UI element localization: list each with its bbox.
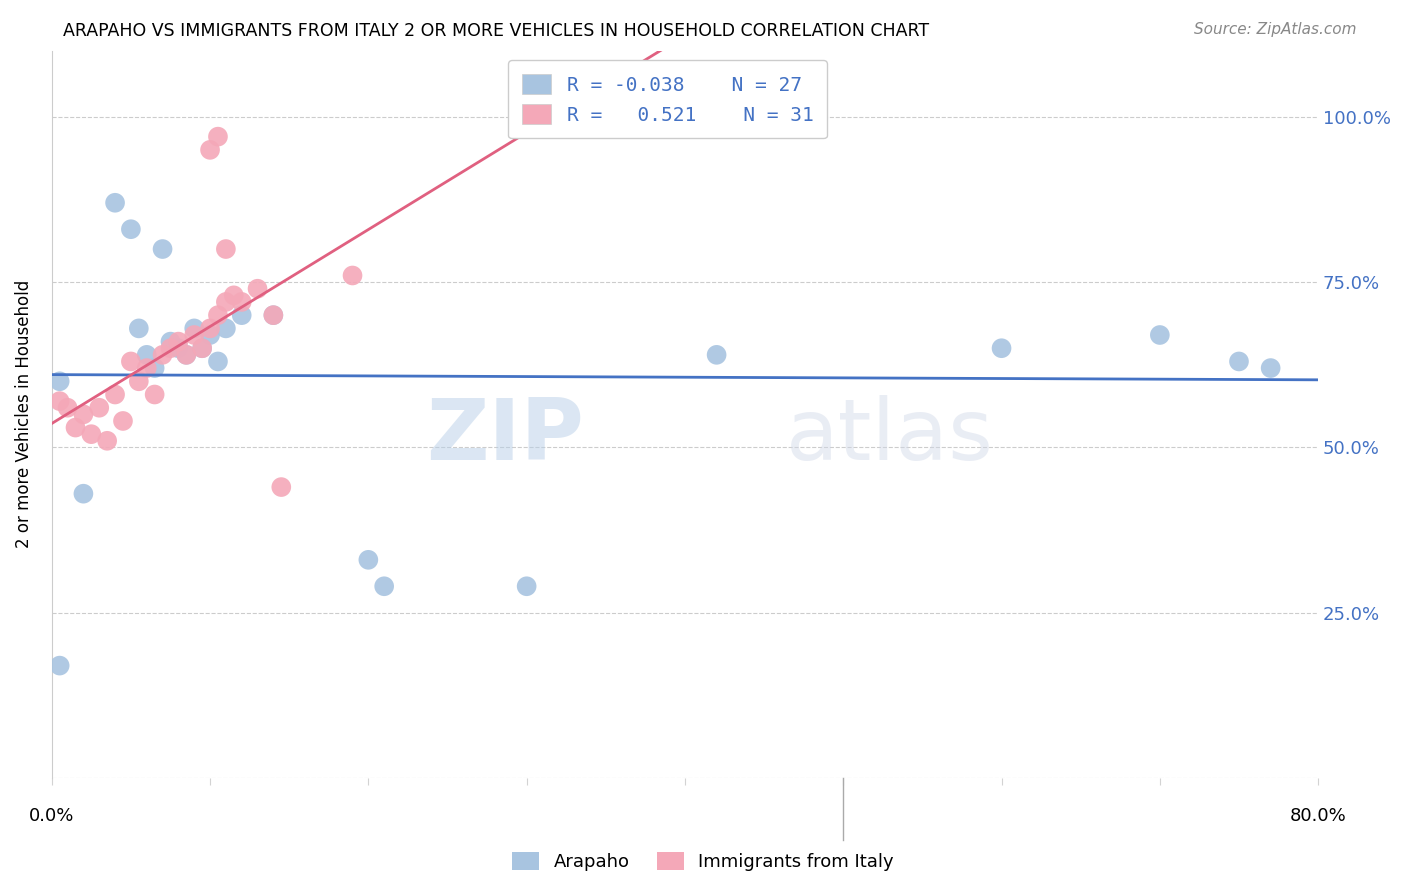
Point — [342, 268, 364, 283]
Point — [72, 408, 94, 422]
Text: atlas: atlas — [786, 394, 994, 477]
Text: 80.0%: 80.0% — [1289, 807, 1347, 825]
Point — [191, 341, 214, 355]
Point — [357, 553, 380, 567]
Point — [246, 282, 269, 296]
Point — [167, 341, 190, 355]
Point — [135, 361, 157, 376]
Point — [48, 394, 70, 409]
Point — [65, 420, 87, 434]
Text: Source: ZipAtlas.com: Source: ZipAtlas.com — [1194, 22, 1357, 37]
Point — [152, 348, 174, 362]
Point — [120, 222, 142, 236]
Point — [191, 341, 214, 355]
Point — [1149, 328, 1171, 343]
Point — [167, 334, 190, 349]
Point — [215, 242, 238, 256]
Point — [104, 387, 127, 401]
Point — [706, 348, 728, 362]
Point — [215, 294, 238, 309]
Point — [215, 321, 238, 335]
Point — [990, 341, 1012, 355]
Point — [270, 480, 292, 494]
Legend: Arapaho, Immigrants from Italy: Arapaho, Immigrants from Italy — [505, 845, 901, 879]
Point — [183, 328, 205, 343]
Point — [56, 401, 79, 415]
Text: ARAPAHO VS IMMIGRANTS FROM ITALY 2 OR MORE VEHICLES IN HOUSEHOLD CORRELATION CHA: ARAPAHO VS IMMIGRANTS FROM ITALY 2 OR MO… — [63, 22, 929, 40]
Point — [72, 486, 94, 500]
Point — [373, 579, 395, 593]
Point — [183, 321, 205, 335]
Point — [96, 434, 118, 448]
Point — [128, 374, 150, 388]
Point — [198, 143, 221, 157]
Point — [198, 328, 221, 343]
Point — [231, 308, 253, 322]
Point — [143, 387, 166, 401]
Point — [262, 308, 284, 322]
Point — [176, 348, 198, 362]
Point — [207, 129, 229, 144]
Point — [104, 195, 127, 210]
Point — [207, 308, 229, 322]
Point — [207, 354, 229, 368]
Point — [135, 348, 157, 362]
Point — [48, 658, 70, 673]
Point — [1227, 354, 1250, 368]
Point — [152, 242, 174, 256]
Point — [111, 414, 134, 428]
Point — [159, 341, 181, 355]
Point — [262, 308, 284, 322]
Point — [48, 374, 70, 388]
Point — [198, 321, 221, 335]
Point — [231, 294, 253, 309]
Point — [516, 579, 538, 593]
Text: 0.0%: 0.0% — [30, 807, 75, 825]
Point — [222, 288, 245, 302]
Point — [159, 334, 181, 349]
Text: ZIP: ZIP — [426, 394, 583, 477]
Y-axis label: 2 or more Vehicles in Household: 2 or more Vehicles in Household — [15, 280, 32, 549]
Point — [80, 427, 103, 442]
Legend: R = -0.038    N = 27, R =   0.521    N = 31: R = -0.038 N = 27, R = 0.521 N = 31 — [509, 61, 827, 138]
Point — [176, 348, 198, 362]
Point — [1260, 361, 1282, 376]
Point — [89, 401, 111, 415]
Point — [120, 354, 142, 368]
Point — [143, 361, 166, 376]
Point — [128, 321, 150, 335]
